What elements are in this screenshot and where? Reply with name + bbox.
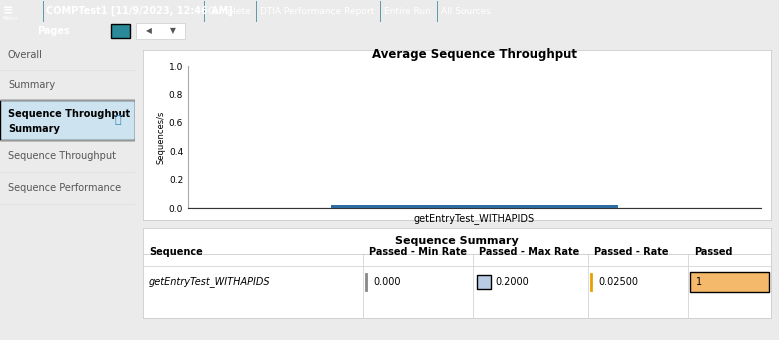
Text: Summary: Summary bbox=[8, 124, 60, 134]
Text: ≡: ≡ bbox=[3, 4, 13, 17]
FancyBboxPatch shape bbox=[477, 275, 491, 289]
Text: Summary: Summary bbox=[8, 80, 55, 90]
Bar bbox=[331, 205, 618, 208]
Text: 0.02500: 0.02500 bbox=[598, 277, 638, 287]
Text: Passed: Passed bbox=[694, 247, 732, 257]
Text: 0.2000: 0.2000 bbox=[495, 277, 529, 287]
Text: COMPTest1 [11/9/2023, 12:46 AM]: COMPTest1 [11/9/2023, 12:46 AM] bbox=[46, 6, 233, 16]
Text: Sequence Throughput: Sequence Throughput bbox=[8, 109, 130, 119]
Text: 1: 1 bbox=[696, 277, 702, 287]
Text: Entire Run: Entire Run bbox=[384, 6, 431, 16]
Text: ▼: ▼ bbox=[171, 27, 176, 35]
Text: ⓘ: ⓘ bbox=[115, 115, 122, 125]
Y-axis label: Sequences/s: Sequences/s bbox=[157, 110, 166, 164]
Text: Pages: Pages bbox=[37, 26, 70, 36]
Text: 0.000: 0.000 bbox=[373, 277, 400, 287]
Text: Menu: Menu bbox=[3, 16, 18, 20]
Text: ◀: ◀ bbox=[146, 27, 152, 35]
Text: Sequence: Sequence bbox=[149, 247, 203, 257]
Text: Sequence Performance: Sequence Performance bbox=[8, 183, 121, 193]
Text: Sequence Summary: Sequence Summary bbox=[395, 236, 519, 246]
Text: Passed - Rate: Passed - Rate bbox=[594, 247, 668, 257]
Title: Average Sequence Throughput: Average Sequence Throughput bbox=[372, 48, 577, 61]
Text: DTIA Performance Report: DTIA Performance Report bbox=[260, 6, 374, 16]
Text: Passed - Max Rate: Passed - Max Rate bbox=[479, 247, 580, 257]
FancyBboxPatch shape bbox=[136, 23, 185, 39]
Text: Passed - Min Rate: Passed - Min Rate bbox=[369, 247, 467, 257]
Text: Complete: Complete bbox=[208, 6, 252, 16]
Text: getEntryTest_WITHAPIDS: getEntryTest_WITHAPIDS bbox=[149, 276, 270, 287]
Text: Sequence Throughput: Sequence Throughput bbox=[8, 151, 116, 161]
FancyBboxPatch shape bbox=[0, 100, 135, 140]
FancyBboxPatch shape bbox=[690, 272, 769, 292]
Text: All Sources: All Sources bbox=[441, 6, 491, 16]
Text: Overall: Overall bbox=[8, 50, 43, 60]
FancyBboxPatch shape bbox=[111, 24, 129, 38]
